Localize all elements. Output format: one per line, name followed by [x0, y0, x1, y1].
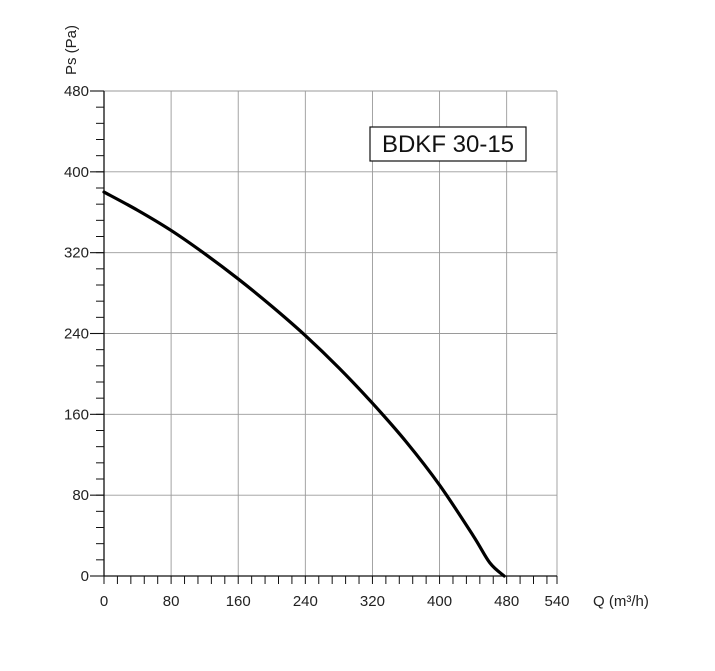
- performance-curve: [102, 190, 506, 578]
- x-tick-label: 240: [293, 593, 318, 610]
- y-tick-label: 320: [64, 245, 89, 262]
- tick-labels: 0 80 160 240 320 400 480 540 0 80 160 240 320 400 480: [64, 83, 570, 610]
- x-axis-label: Q (m³/h): [593, 593, 649, 610]
- x-tick-label: 480: [494, 593, 519, 610]
- model-label-box: BDKF 30-15: [369, 126, 527, 162]
- y-tick-label: 400: [64, 164, 89, 181]
- minor-ticks: [90, 90, 558, 584]
- y-tick-label: 0: [81, 568, 89, 585]
- y-tick-label: 160: [64, 406, 89, 423]
- x-tick-label: 0: [100, 593, 108, 610]
- x-tick-label: 400: [427, 593, 452, 610]
- series-layer: [102, 190, 506, 578]
- y-tick-label: 80: [72, 487, 89, 504]
- chart-title: BDKF 30-15: [382, 131, 514, 158]
- axes: [103, 91, 557, 577]
- grid-lines: [104, 90, 558, 576]
- x-tick-label: 540: [544, 593, 569, 610]
- x-tick-label: 80: [163, 593, 180, 610]
- x-tick-label: 160: [226, 593, 251, 610]
- y-axis-label: Ps (Pa): [63, 25, 80, 75]
- x-tick-label: 320: [360, 593, 385, 610]
- y-tick-label: 240: [64, 326, 89, 343]
- y-tick-label: 480: [64, 83, 89, 100]
